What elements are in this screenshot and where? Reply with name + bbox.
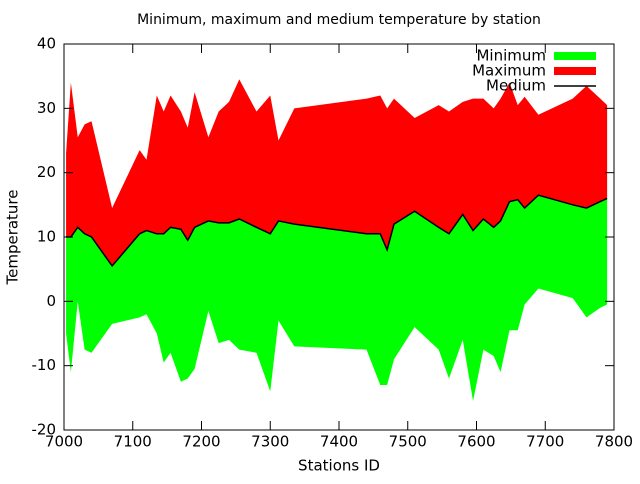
x-tick-label: 7300 [251, 433, 289, 451]
x-tick-label: 7800 [595, 433, 633, 451]
y-axis-label: Temperature [4, 189, 22, 285]
y-tick-label: -10 [32, 356, 57, 374]
legend-label: Medium [486, 77, 546, 95]
x-tick-label: 7200 [182, 433, 220, 451]
medium-line [66, 194, 608, 268]
y-tick-label: 0 [46, 292, 56, 310]
legend-swatch [554, 52, 596, 60]
x-tick-label: 7100 [114, 433, 152, 451]
x-axis-label: Stations ID [298, 457, 380, 475]
x-tick-label: 7000 [45, 433, 83, 451]
legend-swatch [554, 67, 596, 75]
y-tick-label: 20 [37, 163, 56, 181]
chart-title: Minimum, maximum and medium temperature … [137, 12, 541, 28]
x-tick-label: 7700 [526, 433, 564, 451]
minimum-area [66, 195, 608, 402]
y-tick-label: 10 [37, 228, 56, 246]
x-tick-label: 7600 [457, 433, 495, 451]
legend-label: Maximum [472, 62, 546, 80]
y-tick-label: -20 [32, 421, 57, 439]
legend-label: Minimum [476, 47, 546, 65]
y-tick-label: 30 [37, 99, 56, 117]
x-tick-label: 7400 [320, 433, 358, 451]
x-tick-label: 7500 [389, 433, 427, 451]
maximum-area [66, 79, 608, 266]
plot-border [63, 43, 615, 431]
y-tick-label: 40 [37, 35, 56, 53]
